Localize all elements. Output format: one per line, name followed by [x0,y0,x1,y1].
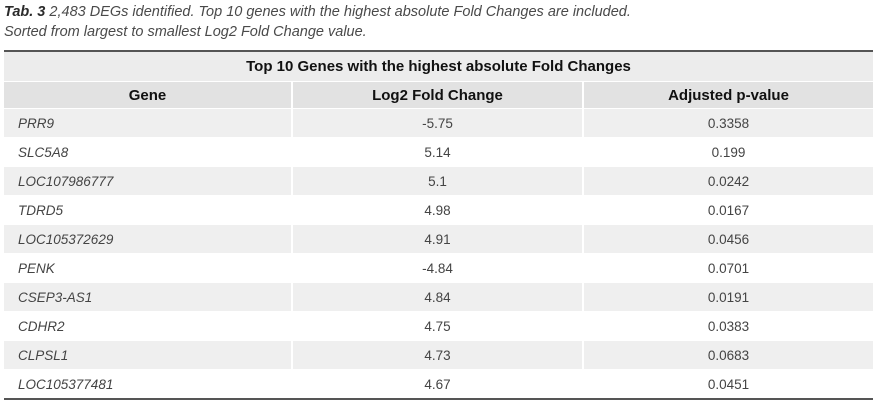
table-row: PENK -4.84 0.0701 [4,253,874,283]
gene-cell: CSEP3-AS1 [4,282,292,312]
adjusted-p-value-cell: 0.199 [581,137,874,167]
table-row: CLPSL1 4.73 0.0683 [4,340,874,370]
log2-fold-change-cell: -5.75 [291,108,583,138]
table-row: LOC105372629 4.91 0.0456 [4,224,874,254]
gene-cell: PRR9 [4,108,292,138]
gene-table-container: Top 10 Genes with the highest absolute F… [4,50,874,400]
log2-fold-change-cell: 5.14 [291,137,583,167]
caption-text-2: Sorted from largest to smallest Log2 Fol… [4,24,367,40]
caption-text-1: 2,483 DEGs identified. Top 10 genes with… [49,4,631,20]
table-header-row: Gene Log2 Fold Change Adjusted p-value [4,81,874,109]
log2-fold-change-cell: 4.67 [291,369,583,400]
gene-cell: LOC105377481 [4,369,292,400]
caption-line-1: Tab. 3 2,483 DEGs identified. Top 10 gen… [4,2,864,22]
table-caption: Tab. 3 2,483 DEGs identified. Top 10 gen… [4,2,864,42]
table-title: Top 10 Genes with the highest absolute F… [4,50,874,82]
log2-fold-change-cell: -4.84 [291,253,583,283]
table-row: CDHR2 4.75 0.0383 [4,311,874,341]
column-header-log2-fold-change: Log2 Fold Change [291,81,583,109]
gene-cell: CDHR2 [4,311,292,341]
table-row: CSEP3-AS1 4.84 0.0191 [4,282,874,312]
log2-fold-change-cell: 4.75 [291,311,583,341]
table-row: LOC105377481 4.67 0.0451 [4,369,874,400]
gene-table: Top 10 Genes with the highest absolute F… [4,50,874,400]
log2-fold-change-cell: 4.73 [291,340,583,370]
table-row: SLC5A8 5.14 0.199 [4,137,874,167]
gene-cell: CLPSL1 [4,340,292,370]
table-row: LOC107986777 5.1 0.0242 [4,166,874,196]
table-title-row: Top 10 Genes with the highest absolute F… [4,50,874,82]
column-header-adjusted-p-value: Adjusted p-value [581,81,874,109]
gene-cell: SLC5A8 [4,137,292,167]
table-row: PRR9 -5.75 0.3358 [4,108,874,138]
adjusted-p-value-cell: 0.0456 [581,224,874,254]
log2-fold-change-cell: 5.1 [291,166,583,196]
gene-cell: PENK [4,253,292,283]
log2-fold-change-cell: 4.84 [291,282,583,312]
adjusted-p-value-cell: 0.0683 [581,340,874,370]
adjusted-p-value-cell: 0.3358 [581,108,874,138]
adjusted-p-value-cell: 0.0242 [581,166,874,196]
adjusted-p-value-cell: 0.0167 [581,195,874,225]
adjusted-p-value-cell: 0.0191 [581,282,874,312]
caption-label: Tab. 3 [4,4,46,20]
log2-fold-change-cell: 4.91 [291,224,583,254]
log2-fold-change-cell: 4.98 [291,195,583,225]
column-header-gene: Gene [4,81,292,109]
gene-cell: TDRD5 [4,195,292,225]
table-row: TDRD5 4.98 0.0167 [4,195,874,225]
table-body: PRR9 -5.75 0.3358 SLC5A8 5.14 0.199 LOC1079867… [4,108,874,400]
adjusted-p-value-cell: 0.0701 [581,253,874,283]
adjusted-p-value-cell: 0.0451 [581,369,874,400]
gene-cell: LOC107986777 [4,166,292,196]
gene-cell: LOC105372629 [4,224,292,254]
adjusted-p-value-cell: 0.0383 [581,311,874,341]
